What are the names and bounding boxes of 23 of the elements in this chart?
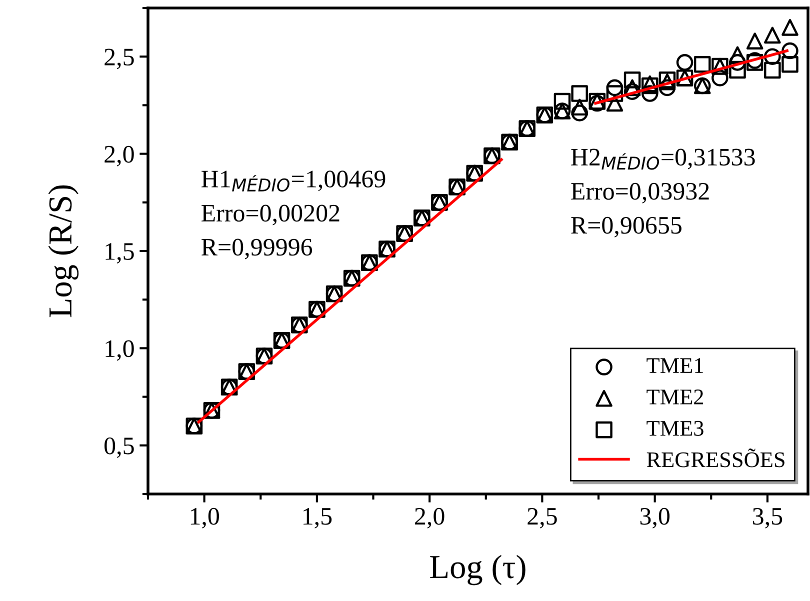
x-tick-label: 3,0 xyxy=(640,508,670,528)
legend-label: TME2 xyxy=(646,390,704,404)
legend-label: TME3 xyxy=(646,420,704,436)
x-tick-label: 1,0 xyxy=(190,508,219,528)
x-tick-label: 2,0 xyxy=(415,508,444,528)
x-tick-label: 2,5 xyxy=(528,508,557,528)
legend-label: REGRESSÕES xyxy=(646,448,784,468)
y-tick-label: 1,5 xyxy=(106,243,134,264)
annotation: Erro=0,03932 xyxy=(571,182,709,204)
annotation: Erro=0,00202 xyxy=(202,204,340,226)
x-axis-title: Log (τ) xyxy=(430,554,526,586)
legend-label: TME1 xyxy=(646,358,703,373)
y-tick-label: 2,5 xyxy=(104,48,134,70)
y-tick-label: 1,0 xyxy=(106,340,134,361)
y-tick-label: 2,0 xyxy=(104,146,134,166)
x-tick-label: 3,5 xyxy=(753,508,782,528)
annotation: H1$_{MÉDIO}$=1,00469 xyxy=(202,170,386,192)
annotation: H2$_{MÉDIO}$=0,31533 xyxy=(571,148,755,170)
y-axis-title: Log (R/S) xyxy=(48,185,79,318)
x-tick-label: 1,5 xyxy=(304,508,332,528)
y-tick-label: 0,5 xyxy=(104,437,134,458)
annotation: R=0,90655 xyxy=(571,216,682,238)
annotation: R=0,99996 xyxy=(202,238,312,260)
